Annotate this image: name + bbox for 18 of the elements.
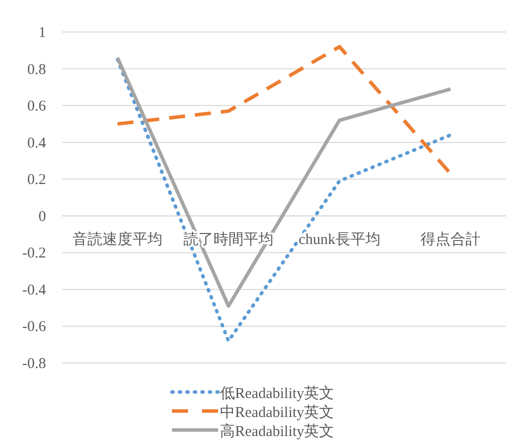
x-tick-label: 得点合計 — [420, 230, 480, 248]
y-tick-label: -0.2 — [22, 246, 46, 262]
y-tick-label: 1 — [38, 25, 46, 41]
legend-label: 中Readability英文 — [220, 404, 334, 421]
y-tick-label: -0.6 — [22, 319, 46, 336]
y-tick-label: 0.4 — [27, 135, 46, 152]
legend-label: 低Readability英文 — [220, 385, 334, 402]
y-tick-label: -0.4 — [22, 282, 46, 298]
y-tick-label: 0.8 — [27, 62, 46, 78]
x-tick-label: 音読速度平均 — [72, 230, 162, 248]
line-series — [116, 44, 452, 176]
y-tick-label: 0 — [38, 208, 46, 225]
y-tick-label: 0.6 — [27, 98, 46, 115]
y-tick-label: 0.2 — [27, 172, 46, 188]
x-tick-label: chunk長平均 — [298, 230, 380, 248]
y-tick-label: -0.8 — [22, 356, 46, 372]
legend-label: 高Readability英文 — [220, 423, 334, 440]
x-tick-label: 読了時間平均 — [184, 230, 274, 248]
